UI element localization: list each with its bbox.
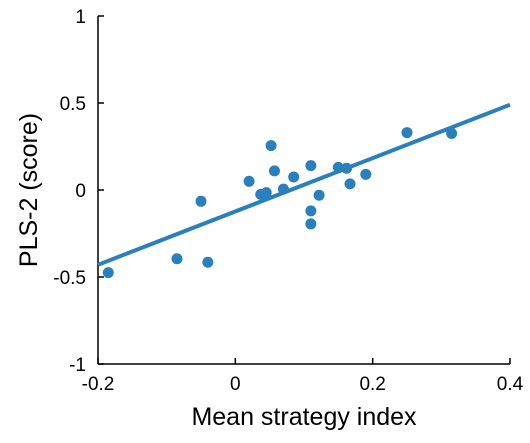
data-point [305,160,317,172]
x-tick-label: 0 [230,374,241,395]
data-point [195,195,207,207]
data-point [305,218,317,230]
data-point [260,187,272,199]
y-tick-label: -1 [69,355,86,376]
y-tick-label: 1 [75,7,86,28]
data-point [401,127,413,139]
fit-line-layer [97,102,511,267]
data-point [243,175,255,187]
data-points [102,127,458,279]
data-point [446,127,458,139]
x-tick-label: -0.2 [82,374,115,395]
data-point [313,189,325,201]
data-point [277,183,289,195]
y-tick-label: 0.5 [60,94,86,115]
y-axis-title: PLS-2 (score) [15,113,43,267]
data-point [341,162,353,174]
x-axis-title: Mean strategy index [191,403,417,431]
data-point [305,205,317,217]
data-point [265,140,277,152]
data-point [202,256,214,268]
data-point [268,165,280,177]
x-tick-label: 0.2 [359,374,385,395]
data-point [171,253,183,265]
data-point [344,178,356,190]
fit-line [97,102,511,267]
data-point [288,171,300,183]
data-point [360,168,372,180]
x-tick-label: 0.4 [497,374,524,395]
data-point [102,267,114,279]
y-tick-label: -0.5 [53,268,86,289]
y-tick-label: 0 [75,181,86,202]
axes: -0.2 0 0.2 0.4 -1 -0.5 0 0.5 1 [53,7,523,395]
data-point [332,161,344,173]
